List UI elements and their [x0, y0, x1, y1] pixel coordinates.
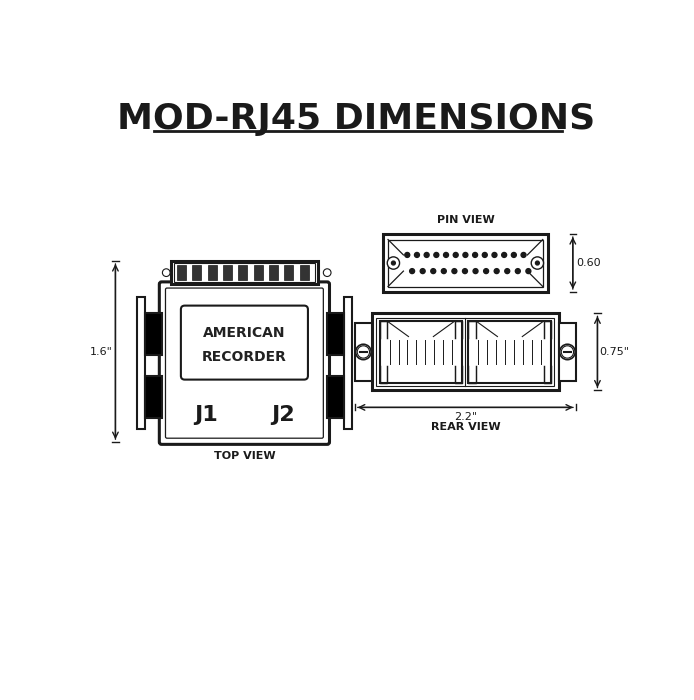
Bar — [388, 239, 543, 286]
Text: PIN VIEW: PIN VIEW — [437, 216, 494, 225]
Bar — [327, 313, 344, 355]
Bar — [380, 321, 462, 383]
Circle shape — [431, 269, 436, 274]
Bar — [559, 323, 576, 382]
Circle shape — [441, 269, 446, 274]
Bar — [223, 265, 232, 280]
Text: TOP VIEW: TOP VIEW — [214, 451, 276, 461]
Circle shape — [494, 269, 499, 274]
Text: J1: J1 — [194, 405, 218, 425]
Circle shape — [473, 269, 478, 274]
Text: J2: J2 — [271, 405, 295, 425]
Circle shape — [452, 269, 457, 274]
FancyBboxPatch shape — [160, 282, 330, 444]
Bar — [327, 376, 344, 419]
Circle shape — [484, 269, 489, 274]
Circle shape — [561, 346, 573, 358]
Circle shape — [463, 253, 468, 258]
Circle shape — [323, 269, 331, 276]
Circle shape — [409, 269, 414, 274]
Bar — [144, 376, 162, 419]
Circle shape — [355, 344, 371, 360]
Circle shape — [492, 253, 497, 258]
Bar — [355, 323, 372, 382]
Circle shape — [357, 346, 369, 358]
Text: AMERICAN: AMERICAN — [203, 326, 286, 340]
Circle shape — [531, 257, 543, 270]
Bar — [300, 265, 309, 280]
Bar — [376, 318, 555, 386]
Circle shape — [162, 269, 170, 276]
Bar — [344, 297, 352, 429]
Circle shape — [405, 253, 409, 258]
Circle shape — [387, 257, 400, 270]
Bar — [208, 265, 217, 280]
Bar — [468, 321, 551, 383]
Bar — [382, 234, 548, 292]
Text: RECORDER: RECORDER — [202, 350, 287, 364]
FancyBboxPatch shape — [165, 288, 323, 438]
Circle shape — [391, 261, 396, 265]
Bar — [137, 297, 144, 429]
Circle shape — [526, 269, 531, 274]
Text: MOD-RJ45 DIMENSIONS: MOD-RJ45 DIMENSIONS — [117, 102, 595, 136]
Bar — [171, 261, 318, 284]
Circle shape — [434, 253, 439, 258]
Bar — [192, 265, 201, 280]
Circle shape — [482, 253, 487, 258]
Bar — [269, 265, 278, 280]
Text: 2.2": 2.2" — [454, 412, 477, 421]
Circle shape — [420, 269, 425, 274]
FancyBboxPatch shape — [181, 306, 308, 379]
Circle shape — [414, 253, 419, 258]
Bar — [372, 314, 559, 391]
Circle shape — [505, 269, 509, 274]
Circle shape — [502, 253, 507, 258]
Circle shape — [424, 253, 429, 258]
Circle shape — [521, 253, 526, 258]
Text: 0.60: 0.60 — [576, 258, 600, 268]
Circle shape — [511, 253, 516, 258]
Bar — [238, 265, 248, 280]
Circle shape — [516, 269, 520, 274]
Circle shape — [462, 269, 468, 274]
Text: REAR VIEW: REAR VIEW — [430, 422, 500, 433]
Circle shape — [453, 253, 458, 258]
Text: 1.6": 1.6" — [90, 346, 113, 356]
Circle shape — [560, 344, 575, 360]
Circle shape — [536, 261, 539, 265]
Bar — [177, 265, 186, 280]
Bar — [174, 263, 315, 282]
Circle shape — [473, 253, 477, 258]
Circle shape — [443, 253, 448, 258]
Bar — [253, 265, 263, 280]
Bar — [285, 265, 294, 280]
Bar — [144, 313, 162, 355]
Text: 0.75": 0.75" — [600, 347, 629, 357]
